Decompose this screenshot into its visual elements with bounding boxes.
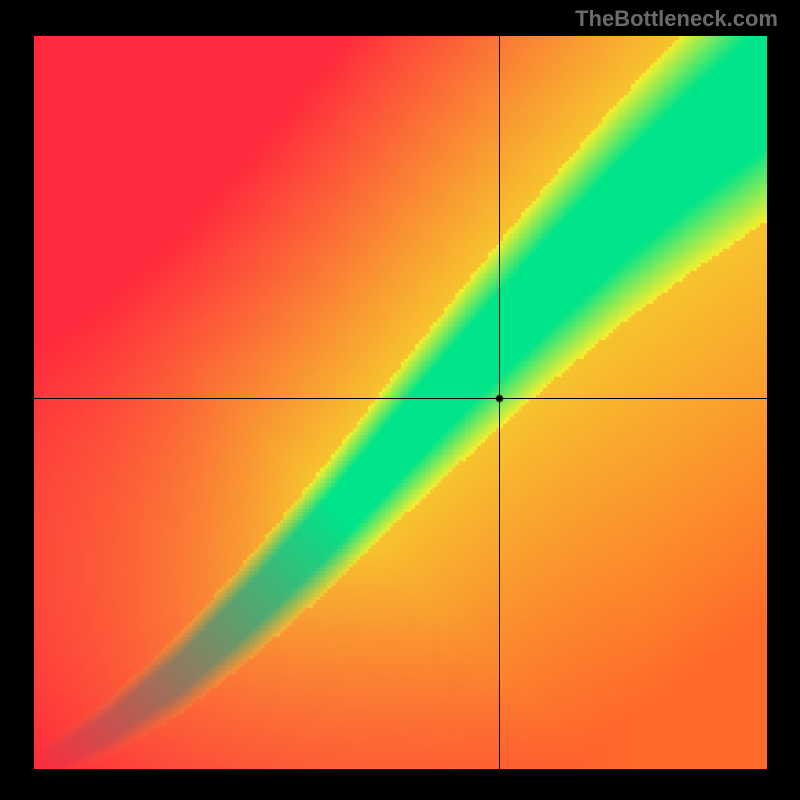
watermark-text: TheBottleneck.com (575, 6, 778, 32)
chart-frame: TheBottleneck.com (0, 0, 800, 800)
crosshair-horizontal (34, 398, 767, 399)
heatmap-canvas (34, 36, 767, 769)
crosshair-marker (494, 393, 505, 404)
